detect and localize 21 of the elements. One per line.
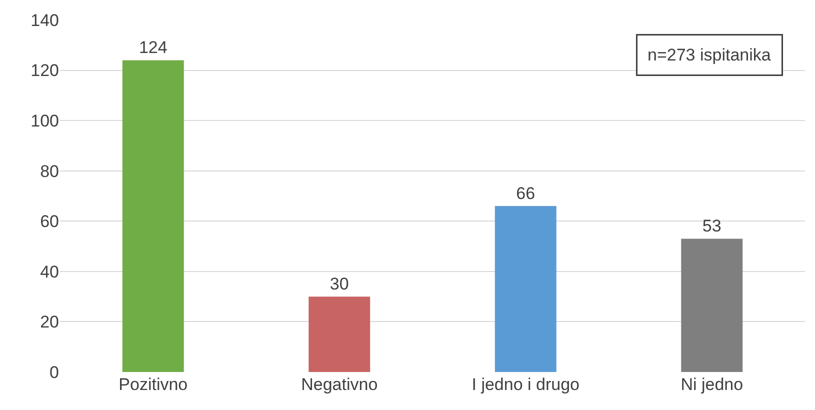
x-tick-label: Negativno (301, 375, 378, 394)
y-tick-label: 60 (40, 212, 59, 232)
y-tick-label: 120 (30, 61, 59, 80)
x-tick-label: I jedno i drugo (472, 375, 580, 394)
data-label: 53 (702, 216, 722, 236)
y-tick-label: 140 (30, 10, 59, 30)
x-tick-label: Ni jedno (680, 375, 744, 394)
bar (494, 206, 556, 372)
y-tick-label: 20 (40, 312, 59, 332)
bar (122, 60, 184, 372)
bar (308, 296, 370, 372)
data-label: 66 (516, 184, 536, 204)
x-tick-label: Pozitivno (118, 375, 188, 394)
bar (681, 238, 743, 372)
data-label: 30 (330, 274, 349, 294)
y-tick-label: 0 (50, 362, 59, 382)
annotation: n=273 ispitanika (648, 46, 772, 64)
data-label: 124 (138, 38, 168, 58)
y-tick-label: 80 (40, 162, 59, 181)
y-tick-label: 100 (30, 112, 59, 131)
y-tick-label: 40 (40, 262, 59, 282)
